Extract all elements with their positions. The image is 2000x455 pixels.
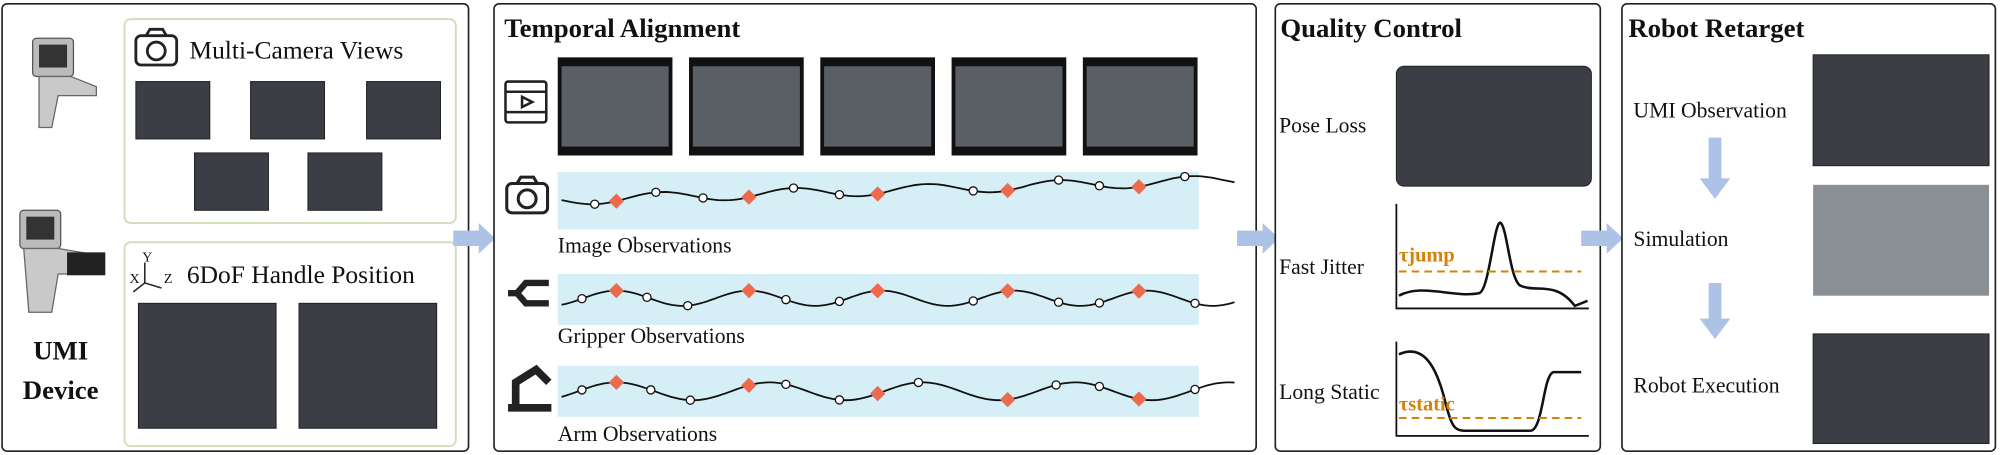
sync-point — [741, 189, 757, 205]
sync-point — [1000, 283, 1016, 299]
sample-point — [1094, 381, 1105, 392]
row-icons — [505, 175, 552, 412]
pose-photo — [1395, 65, 1592, 187]
temporal-title: Temporal Alignment — [504, 13, 740, 43]
device-label: Device — [23, 375, 99, 405]
retarget-step: Robot Execution — [1633, 374, 1779, 398]
film-photo — [561, 66, 669, 147]
video-frames — [557, 57, 1198, 156]
sample-point — [781, 379, 791, 390]
sync-point — [1131, 179, 1147, 195]
row-band — [557, 274, 1199, 325]
quality-title: Quality Control — [1280, 13, 1462, 43]
device-illustration — [19, 37, 106, 313]
film-photo — [824, 66, 932, 147]
film-photo — [692, 66, 800, 147]
quality-item: Fast Jitter — [1279, 255, 1365, 279]
sample-point — [1180, 171, 1190, 182]
threshold-label: τjump — [1399, 244, 1455, 266]
signal-curve — [561, 381, 1235, 402]
static-plot — [1395, 341, 1589, 437]
sample-point — [968, 186, 978, 196]
quality-item: Pose Loss — [1279, 114, 1366, 138]
camera-icon — [134, 27, 179, 67]
retarget-photo — [1812, 54, 1990, 167]
step-arrow — [1699, 137, 1731, 199]
sample-point — [834, 189, 845, 200]
sample-point — [642, 292, 652, 303]
sample-point — [1053, 175, 1064, 185]
sample-point — [1053, 297, 1064, 307]
signal-curve — [561, 289, 1235, 307]
flow-arrow — [1581, 223, 1624, 254]
retarget-step: Simulation — [1633, 227, 1728, 251]
sample-point — [834, 395, 845, 405]
handle-title: 6DoF Handle Position — [187, 260, 415, 289]
handle-photo — [137, 302, 277, 429]
sample-point — [589, 199, 600, 209]
film-photo — [1086, 66, 1194, 147]
handle-box — [123, 241, 457, 448]
row-label: Gripper Observations — [558, 324, 745, 348]
sync-point — [608, 282, 625, 299]
sync-point — [741, 377, 757, 393]
retarget-photo — [1813, 184, 1990, 296]
sync-point — [870, 186, 886, 202]
sample-point — [1190, 384, 1200, 395]
sample-point — [577, 385, 587, 395]
sample-point — [698, 193, 708, 203]
axis-label: Z — [164, 272, 173, 287]
threshold-label: τstatic — [1399, 393, 1455, 415]
sample-point — [1190, 298, 1200, 309]
quality-item: Long Static — [1279, 380, 1379, 404]
sample-point — [685, 395, 696, 405]
device-label: UMI — [33, 335, 88, 365]
sample-point — [834, 296, 845, 307]
step-arrow — [1699, 282, 1731, 340]
sample-point — [913, 377, 924, 388]
sample-point — [577, 293, 587, 304]
retarget-step: UMI Observation — [1633, 98, 1787, 122]
sample-point — [788, 183, 799, 193]
video-icon — [504, 80, 548, 124]
flow-arrow — [453, 223, 496, 254]
axes-icon — [132, 262, 162, 293]
handle-photo — [298, 302, 438, 429]
camera-box — [123, 18, 457, 224]
sample-point — [651, 187, 661, 198]
sync-point — [1131, 283, 1147, 299]
camera-title: Multi-Camera Views — [189, 36, 403, 65]
sample-point — [1094, 181, 1105, 191]
sample-point — [968, 296, 978, 306]
axis-label: X — [130, 272, 140, 287]
curves — [561, 171, 1235, 408]
camera-photos — [135, 81, 441, 211]
signal-curve — [561, 175, 1235, 206]
sync-point — [870, 385, 886, 402]
row-label: Image Observations — [558, 233, 732, 257]
jitter-plot — [1395, 203, 1589, 310]
sync-point — [608, 374, 625, 390]
sample-point — [646, 385, 656, 395]
sample-point — [1094, 298, 1105, 308]
axis-label: Y — [142, 250, 152, 265]
sample-point — [1051, 380, 1061, 390]
retarget-photo — [1812, 333, 1990, 445]
sample-point — [781, 294, 791, 305]
sync-point — [1000, 182, 1016, 199]
sync-point — [608, 193, 625, 209]
flow-arrow — [1237, 223, 1280, 254]
film-photo — [955, 66, 1063, 147]
row-label: Arm Observations — [558, 422, 717, 446]
retarget-title: Robot Retarget — [1628, 13, 1804, 43]
sync-point — [741, 282, 757, 299]
sample-point — [683, 300, 693, 311]
